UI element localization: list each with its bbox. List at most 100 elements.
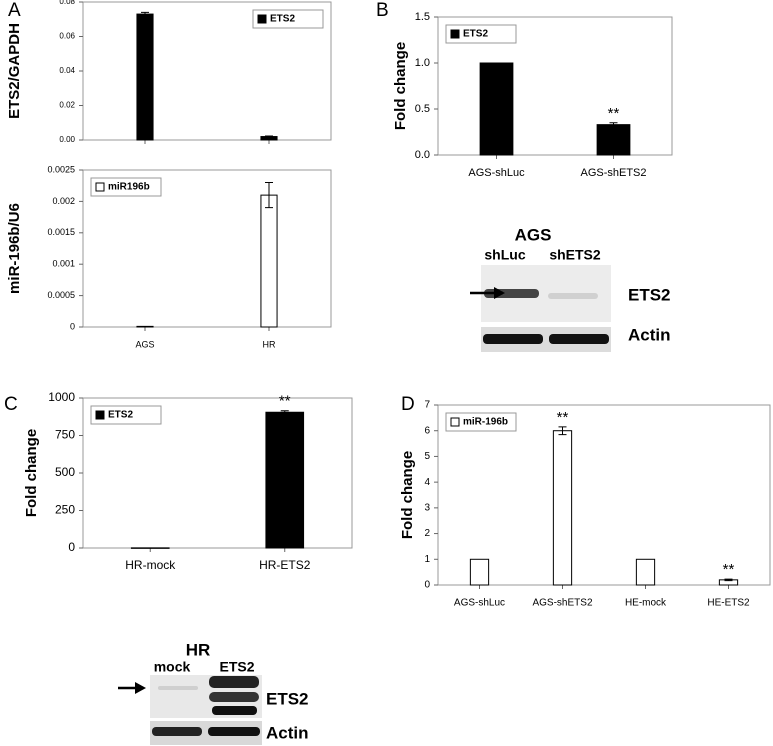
y-tick-label: 0.0005: [47, 290, 75, 300]
band-label: Actin: [628, 325, 671, 344]
band: [483, 334, 543, 344]
legend-frame: [90, 177, 162, 197]
y-tick-label: 1: [424, 554, 430, 565]
legend-swatch: [450, 29, 460, 39]
error-bar: [724, 578, 733, 582]
plot-frame: [82, 169, 332, 328]
plot-frame: [437, 404, 771, 586]
chart: Fold change 0 1 2 3 4 5 6 7 AGS-shLuc AGS-shETS2 HE…: [399, 400, 771, 609]
lane-label: shETS2: [549, 247, 601, 263]
y-tick-label: 0.0: [415, 149, 430, 161]
y-tick-label: 0.0025: [47, 164, 75, 174]
arrow-head: [494, 287, 505, 299]
legend-label: ETS2: [270, 14, 295, 25]
legend-frame: [445, 412, 517, 432]
y-tick-label: 0.5: [415, 103, 430, 115]
band: [152, 727, 202, 736]
x-tick-label: AGS-shLuc: [468, 167, 525, 179]
y-axis-title: ETS2/GAPDH: [6, 23, 23, 119]
y-tick-label: 1.0: [415, 57, 430, 69]
lane-label: mock: [154, 659, 191, 675]
y-tick-label: 500: [55, 465, 75, 479]
error-bar: [265, 135, 273, 138]
x-tick-label: HE-ETS2: [707, 598, 750, 609]
bar: [469, 558, 490, 586]
legend-frame: [90, 405, 162, 425]
error-bar: [280, 410, 289, 415]
panel-label: B: [376, 0, 389, 21]
lane-label: ETS2: [219, 659, 254, 675]
y-tick-label: 0.04: [59, 66, 75, 75]
band: [212, 706, 257, 715]
legend-frame: [252, 9, 324, 29]
chart: Fold change 0 250 500 750 1000 HR-mock HR-ETS2 *…: [23, 390, 353, 572]
y-tick-label: 0.001: [52, 259, 75, 269]
significance: **: [279, 393, 291, 410]
y-tick-label: 6: [424, 425, 430, 436]
y-tick-label: 750: [55, 428, 75, 442]
y-tick-label: 0: [68, 540, 75, 554]
legend-swatch: [95, 410, 105, 420]
legend-label: miR196b: [108, 182, 150, 193]
band-label: Actin: [266, 723, 309, 742]
band: [158, 686, 198, 690]
panel-label: C: [4, 394, 18, 415]
x-tick-label: HE-mock: [625, 598, 667, 609]
significance: **: [723, 561, 735, 578]
y-tick-label: 1.5: [415, 11, 430, 23]
band-label: ETS2: [628, 285, 671, 304]
y-tick-label: 4: [424, 477, 430, 488]
band: [209, 676, 259, 688]
y-tick-label: 0: [424, 580, 430, 591]
bar: [136, 13, 154, 141]
x-tick-label: HR: [263, 339, 276, 349]
x-tick-label: HR-ETS2: [259, 558, 311, 572]
error-bar: [558, 426, 567, 436]
chart: Fold change 0.0 0.5 1.0 1.5 AGS-shLuc AGS-shET…: [392, 11, 673, 179]
y-axis-title: Fold change: [23, 429, 40, 517]
chart: ETS2/GAPDH 0.00 0.02 0.04 0.06 0.08 ETS2: [6, 0, 332, 144]
y-tick-label: 1000: [48, 390, 75, 404]
chart: miR-196b/U6 0 0.0005 0.001 0.0015 0.002 0.0025…: [6, 164, 332, 349]
x-tick-label: HR-mock: [125, 558, 176, 572]
y-tick-label: 250: [55, 503, 75, 517]
western-blot: HR mock ETS2 ETS2 Actin: [118, 640, 309, 745]
legend-label: ETS2: [108, 410, 133, 421]
bar: [596, 124, 631, 156]
bar: [130, 547, 170, 549]
y-tick-label: 5: [424, 451, 430, 462]
blot-title: HR: [186, 640, 211, 659]
y-tick-label: 0.0015: [47, 227, 75, 237]
error-bar: [141, 11, 149, 17]
y-tick-label: 0.08: [59, 0, 75, 6]
bar: [136, 325, 154, 328]
x-tick-label: AGS-shETS2: [532, 598, 592, 609]
y-axis-title: Fold change: [392, 42, 409, 130]
blot-title: AGS: [515, 225, 552, 244]
band-label: ETS2: [266, 689, 309, 708]
y-tick-label: 0.02: [59, 101, 75, 110]
x-tick-label: AGS-shETS2: [580, 167, 646, 179]
band: [209, 692, 259, 702]
bar: [479, 62, 514, 156]
plot-frame: [437, 16, 673, 156]
legend-swatch: [450, 417, 460, 427]
legend-label: miR-196b: [463, 417, 508, 428]
y-tick-label: 3: [424, 502, 430, 513]
legend-label: ETS2: [463, 29, 488, 40]
y-tick-label: 7: [424, 400, 430, 411]
bar: [552, 430, 573, 586]
significance: **: [608, 105, 620, 122]
arrow-head: [135, 682, 146, 694]
y-axis-title: Fold change: [399, 451, 416, 539]
bar: [635, 558, 656, 586]
bar: [265, 411, 305, 549]
panel-label: D: [401, 394, 415, 415]
western-blot: AGS shLuc shETS2 ETS2 Actin: [470, 225, 671, 352]
band: [549, 334, 609, 344]
y-tick-label: 0: [70, 321, 75, 331]
significance: **: [557, 409, 569, 426]
x-tick-label: AGS-shLuc: [454, 598, 505, 609]
x-tick-label: AGS: [135, 339, 154, 349]
